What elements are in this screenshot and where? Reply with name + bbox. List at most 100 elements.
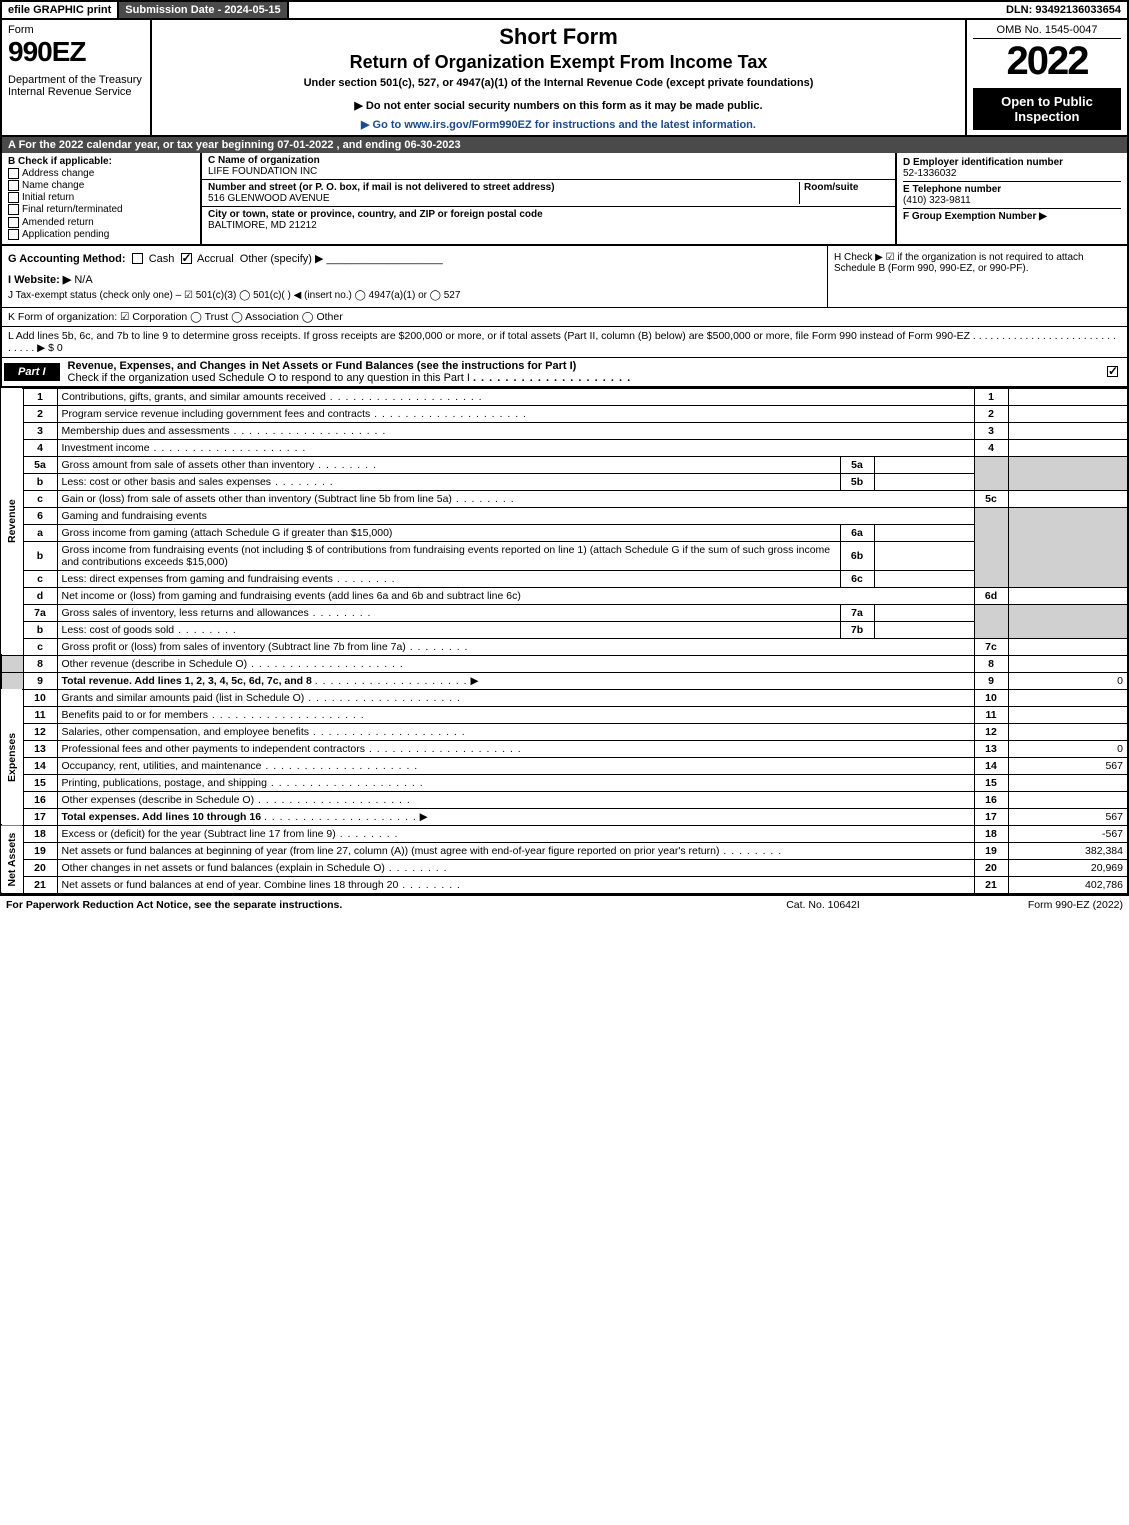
ln6c-txt: Less: direct expenses from gaming and fu…: [62, 573, 396, 585]
goto-link[interactable]: ▶ Go to www.irs.gov/Form990EZ for instru…: [162, 118, 955, 131]
cb-schedule-o[interactable]: [1107, 366, 1118, 377]
i-website-label: I Website: ▶: [8, 274, 71, 286]
ln6d-val: [1008, 587, 1128, 604]
ln20-lineno: 20: [974, 859, 1008, 876]
ln20-txt: Other changes in net assets or fund bala…: [62, 862, 448, 874]
section-b: B Check if applicable: Address change Na…: [2, 153, 202, 244]
section-def: D Employer identification number 52-1336…: [897, 153, 1127, 244]
ln10-txt: Grants and similar amounts paid (list in…: [62, 692, 461, 704]
ln9-txt: Total revenue. Add lines 1, 2, 3, 4, 5c,…: [62, 675, 312, 687]
e-phone-label: E Telephone number: [903, 184, 1121, 195]
ln6b-sub: 6b: [840, 541, 874, 570]
ln6b-no: b: [23, 541, 57, 570]
cb-initial-return[interactable]: Initial return: [8, 192, 194, 203]
ln14-val: 567: [1008, 757, 1128, 774]
ln7c-txt: Gross profit or (loss) from sales of inv…: [62, 641, 469, 653]
ln11-lineno: 11: [974, 706, 1008, 723]
ln10-val: [1008, 689, 1128, 706]
ln2-val: [1008, 405, 1128, 422]
ln10-lineno: 10: [974, 689, 1008, 706]
subtitle: Under section 501(c), 527, or 4947(a)(1)…: [162, 77, 955, 89]
ln20-val: 20,969: [1008, 859, 1128, 876]
ln4-no: 4: [23, 439, 57, 456]
tax-year: 2022: [973, 39, 1121, 84]
ln1-val: [1008, 388, 1128, 405]
cb-final-return[interactable]: Final return/terminated: [8, 204, 194, 215]
ln7c-lineno: 7c: [974, 638, 1008, 655]
org-name: LIFE FOUNDATION INC: [208, 166, 317, 177]
ln7a-no: 7a: [23, 604, 57, 621]
g-label: G Accounting Method:: [8, 253, 126, 265]
ln6b-txt: Gross income from fundraising events (no…: [57, 541, 840, 570]
ln5c-no: c: [23, 490, 57, 507]
cb-cash[interactable]: [132, 253, 143, 264]
c-name-label: C Name of organization: [208, 155, 320, 166]
ln5a-subval: [874, 456, 974, 473]
ln5a-sub: 5a: [840, 456, 874, 473]
org-address: 516 GLENWOOD AVENUE: [208, 193, 330, 204]
part-i-title: Revenue, Expenses, and Changes in Net As…: [68, 360, 577, 372]
irs-link[interactable]: ▶ Go to www.irs.gov/Form990EZ for instru…: [361, 119, 756, 131]
ln5a-txt: Gross amount from sale of assets other t…: [62, 459, 377, 471]
ln7c-val: [1008, 638, 1128, 655]
phone: (410) 323-9811: [903, 195, 1121, 206]
cb-accrual[interactable]: [181, 253, 192, 264]
ln1-txt: Contributions, gifts, grants, and simila…: [62, 391, 483, 403]
ln17-txt: Total expenses. Add lines 10 through 16: [62, 811, 262, 823]
ln7b-txt: Less: cost of goods sold: [62, 624, 237, 636]
f-group-label: F Group Exemption Number ▶: [903, 211, 1121, 222]
ln18-no: 18: [23, 825, 57, 842]
ln12-lineno: 12: [974, 723, 1008, 740]
ln5b-no: b: [23, 473, 57, 490]
cb-application-pending[interactable]: Application pending: [8, 229, 194, 240]
ln11-txt: Benefits paid to or for members: [62, 709, 365, 721]
cb-name-change[interactable]: Name change: [8, 180, 194, 191]
ln6-txt: Gaming and fundraising events: [57, 507, 974, 524]
ln5c-txt: Gain or (loss) from sale of assets other…: [62, 493, 515, 505]
row-g-h: G Accounting Method: Cash Accrual Other …: [0, 246, 1129, 308]
ln7b-subval: [874, 621, 974, 638]
efile-print[interactable]: efile GRAPHIC print: [2, 2, 119, 18]
ln13-txt: Professional fees and other payments to …: [62, 743, 522, 755]
ln3-lineno: 3: [974, 422, 1008, 439]
ln15-lineno: 15: [974, 774, 1008, 791]
ln18-val: -567: [1008, 825, 1128, 842]
section-c: C Name of organization LIFE FOUNDATION I…: [202, 153, 897, 244]
l-gross-receipts: L Add lines 5b, 6c, and 7b to line 9 to …: [0, 327, 1129, 358]
ln6a-no: a: [23, 524, 57, 541]
ln6a-subval: [874, 524, 974, 541]
j-tax-exempt: J Tax-exempt status (check only one) – ☑…: [8, 290, 821, 301]
ln19-no: 19: [23, 842, 57, 859]
ln12-no: 12: [23, 723, 57, 740]
c-city-label: City or town, state or province, country…: [208, 209, 543, 220]
top-bar: efile GRAPHIC print Submission Date - 20…: [0, 0, 1129, 20]
ln2-txt: Program service revenue including govern…: [62, 408, 527, 420]
dln: DLN: 93492136033654: [1000, 2, 1127, 18]
ln5b-txt: Less: cost or other basis and sales expe…: [62, 476, 334, 488]
ln11-no: 11: [23, 706, 57, 723]
website: N/A: [74, 274, 92, 286]
ln5c-lineno: 5c: [974, 490, 1008, 507]
ln18-txt: Excess or (deficit) for the year (Subtra…: [62, 828, 399, 840]
ln3-txt: Membership dues and assessments: [62, 425, 387, 437]
ln13-val: 0: [1008, 740, 1128, 757]
ln16-lineno: 16: [974, 791, 1008, 808]
ln6c-subval: [874, 570, 974, 587]
part-i-pill: Part I: [4, 363, 60, 381]
ln12-txt: Salaries, other compensation, and employ…: [62, 726, 466, 738]
cb-address-change[interactable]: Address change: [8, 168, 194, 179]
ln7b-no: b: [23, 621, 57, 638]
open-inspection: Open to Public Inspection: [973, 88, 1121, 130]
cb-amended-return[interactable]: Amended return: [8, 217, 194, 228]
ln7a-subval: [874, 604, 974, 621]
ln15-no: 15: [23, 774, 57, 791]
ln21-lineno: 21: [974, 876, 1008, 894]
ln8-txt: Other revenue (describe in Schedule O): [62, 658, 404, 670]
ln3-val: [1008, 422, 1128, 439]
ln12-val: [1008, 723, 1128, 740]
ln6a-txt: Gross income from gaming (attach Schedul…: [57, 524, 840, 541]
submission-date: Submission Date - 2024-05-15: [119, 2, 288, 18]
ln9-no: 9: [23, 672, 57, 689]
part-i-table: Revenue 1 Contributions, gifts, grants, …: [0, 388, 1129, 895]
k-form-org: K Form of organization: ☑ Corporation ◯ …: [0, 308, 1129, 327]
